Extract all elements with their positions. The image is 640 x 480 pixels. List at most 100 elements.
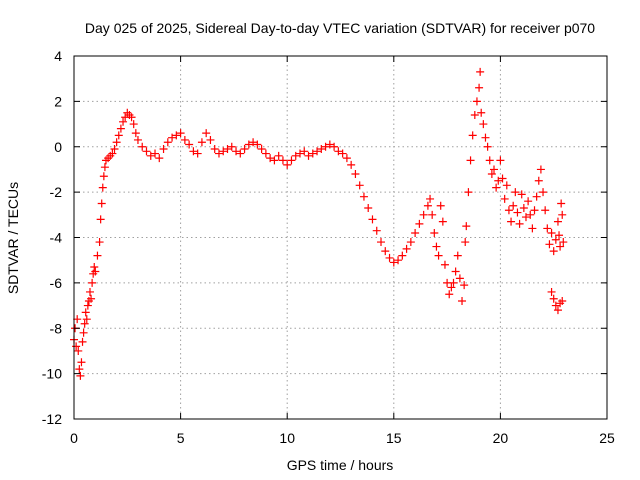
x-tick-label: 5 (177, 430, 185, 446)
data-point (110, 145, 119, 154)
data-point (79, 328, 88, 337)
data-point (385, 253, 394, 262)
data-point (151, 149, 160, 158)
data-point (492, 183, 501, 192)
data-point (556, 242, 565, 251)
data-point (85, 287, 94, 296)
data-point (189, 147, 198, 156)
data-point (359, 192, 368, 201)
data-point (539, 188, 548, 197)
data-point (547, 228, 556, 237)
data-point (244, 140, 253, 149)
data-point (551, 235, 560, 244)
data-point (532, 192, 541, 201)
data-point (300, 147, 309, 156)
data-point (415, 219, 424, 228)
data-point (364, 204, 373, 213)
x-axis-label: GPS time / hours (287, 457, 394, 473)
data-point (543, 224, 552, 233)
data-point (402, 244, 411, 253)
data-point (193, 149, 202, 158)
data-point (253, 140, 262, 149)
y-tick-label: -6 (50, 275, 63, 291)
x-tick-label: 0 (70, 430, 78, 446)
data-point (206, 135, 215, 144)
data-point (347, 160, 356, 169)
data-point (406, 238, 415, 247)
data-point (500, 194, 509, 203)
data-point (168, 133, 177, 142)
data-point (458, 297, 467, 306)
data-point (266, 154, 275, 163)
data-point (464, 188, 473, 197)
data-point (90, 262, 99, 271)
data-point (519, 204, 528, 213)
y-tick-label: -2 (50, 184, 63, 200)
data-point (423, 201, 432, 210)
x-tick-label: 25 (599, 430, 615, 446)
data-point (236, 149, 245, 158)
data-point (330, 142, 339, 151)
data-point (334, 147, 343, 156)
data-point (197, 138, 206, 147)
data-point (129, 120, 138, 129)
data-point (477, 108, 486, 117)
data-point (202, 129, 211, 138)
data-point (445, 290, 454, 299)
data-point (394, 256, 403, 265)
data-point (549, 294, 558, 303)
data-point (249, 138, 258, 147)
data-point (98, 183, 107, 192)
data-point (557, 199, 566, 208)
data-point (77, 358, 86, 367)
data-point (97, 199, 106, 208)
data-point (479, 120, 488, 129)
data-point (553, 217, 562, 226)
data-point (551, 301, 560, 310)
data-point (528, 224, 537, 233)
data-point (470, 110, 479, 119)
data-point (261, 149, 270, 158)
data-point (304, 151, 313, 160)
data-point (219, 147, 228, 156)
y-axis-label: SDTVAR / TECUs (5, 182, 21, 294)
data-point (325, 140, 334, 149)
data-point (460, 281, 469, 290)
data-point (530, 206, 539, 215)
data-point (541, 206, 550, 215)
data-point (511, 188, 520, 197)
data-point (440, 260, 449, 269)
x-tick-label: 20 (493, 430, 509, 446)
data-point (146, 151, 155, 160)
x-tick-labels: 0 5 10 15 20 25 (70, 430, 615, 446)
y-tick-labels: -12 -10 -8 -6 -4 -2 0 2 4 (42, 48, 62, 427)
data-point (355, 181, 364, 190)
data-point (80, 319, 89, 328)
data-point (419, 210, 428, 219)
data-point (308, 149, 317, 158)
data-point (240, 145, 249, 154)
data-point (481, 133, 490, 142)
data-point (559, 238, 568, 247)
data-point (274, 151, 283, 160)
data-point (78, 337, 87, 346)
y-tick-label: 2 (54, 93, 62, 109)
data-point (515, 219, 524, 228)
data-point (534, 176, 543, 185)
data-point (317, 145, 326, 154)
data-point (176, 129, 185, 138)
data-point (526, 210, 535, 219)
data-point (87, 294, 96, 303)
axis-ticks (73, 55, 608, 420)
data-point (524, 197, 533, 206)
data-point (507, 217, 516, 226)
data-point (545, 240, 554, 249)
x-tick-label: 10 (279, 430, 295, 446)
data-point (185, 140, 194, 149)
data-point (487, 169, 496, 178)
data-point (82, 315, 91, 324)
data-point (372, 226, 381, 235)
data-point (438, 217, 447, 226)
data-point (430, 228, 439, 237)
